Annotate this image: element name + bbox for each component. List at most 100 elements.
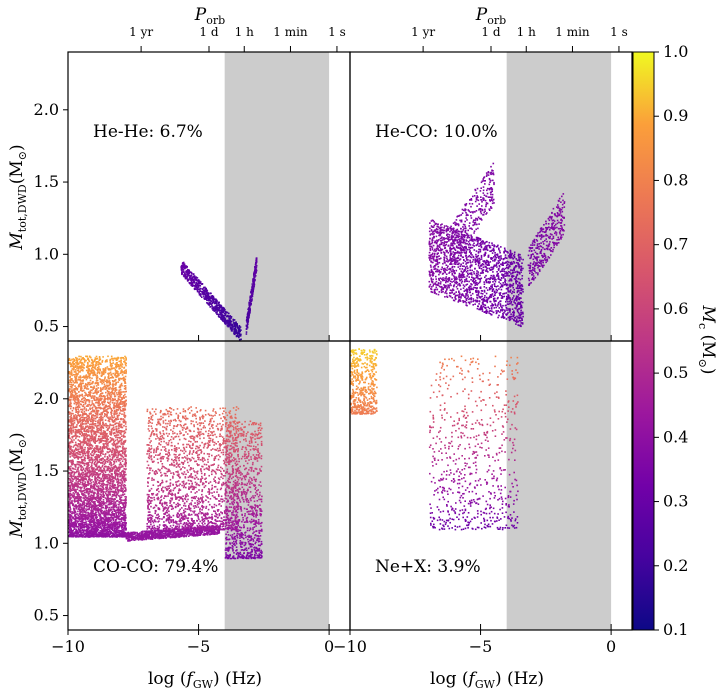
data-point	[486, 240, 488, 243]
data-point	[446, 257, 448, 260]
data-point	[470, 217, 473, 219]
data-point	[124, 450, 126, 453]
data-point	[436, 259, 439, 262]
data-point	[432, 226, 435, 228]
data-point	[498, 257, 500, 260]
data-point	[552, 241, 554, 244]
data-point	[484, 300, 486, 302]
data-point	[539, 259, 541, 262]
data-point	[516, 271, 519, 274]
data-point	[458, 251, 461, 254]
data-point	[485, 300, 488, 302]
data-point	[535, 247, 537, 249]
data-point	[485, 312, 488, 314]
data-point	[209, 292, 211, 295]
data-point	[485, 296, 488, 299]
data-point	[89, 390, 91, 393]
data-point	[492, 271, 494, 273]
data-point	[103, 534, 105, 537]
data-point	[102, 443, 105, 445]
data-point	[82, 468, 85, 471]
data-point	[443, 253, 446, 256]
data-point	[445, 281, 447, 284]
data-point	[484, 254, 486, 256]
data-point	[68, 442, 71, 445]
data-point	[441, 239, 444, 241]
data-point	[480, 296, 482, 298]
data-point	[519, 278, 522, 281]
data-point	[545, 222, 548, 225]
data-point	[248, 307, 251, 309]
data-point	[519, 273, 521, 275]
data-point	[450, 289, 453, 292]
data-point	[465, 250, 468, 252]
data-point	[74, 374, 77, 376]
data-point	[202, 291, 205, 293]
data-point	[490, 305, 492, 307]
data-point	[468, 236, 471, 239]
data-point	[248, 301, 251, 304]
data-point	[554, 242, 556, 244]
data-point	[516, 273, 519, 276]
data-point	[455, 224, 457, 226]
data-point	[441, 278, 443, 280]
data-point	[220, 314, 223, 316]
data-point	[467, 209, 470, 211]
data-point	[110, 535, 113, 538]
data-point	[104, 491, 106, 493]
data-point	[106, 500, 108, 503]
data-point	[491, 288, 494, 291]
data-point	[476, 290, 478, 292]
data-point	[215, 302, 218, 304]
data-point	[87, 365, 90, 368]
data-point	[509, 286, 512, 288]
data-point	[557, 213, 559, 215]
data-point	[516, 321, 518, 323]
data-point	[84, 505, 86, 507]
data-point	[215, 307, 218, 309]
data-point	[201, 296, 203, 298]
data-point	[189, 277, 192, 279]
data-point	[104, 476, 107, 479]
data-point	[559, 232, 561, 235]
data-point	[484, 208, 486, 211]
data-point	[464, 208, 466, 210]
data-point	[547, 245, 549, 248]
data-point	[498, 261, 500, 264]
data-point	[186, 280, 189, 282]
data-point	[476, 287, 478, 289]
data-point	[106, 390, 109, 393]
data-point	[487, 196, 490, 198]
data-point	[433, 290, 436, 293]
data-point	[430, 261, 432, 263]
data-point	[487, 171, 490, 174]
data-point	[470, 272, 473, 274]
data-point	[535, 235, 538, 237]
data-point	[541, 264, 543, 267]
data-point	[479, 278, 482, 281]
data-point	[504, 272, 506, 275]
data-point	[255, 265, 258, 267]
data-point	[466, 291, 469, 293]
data-point	[446, 241, 448, 243]
data-point	[473, 210, 475, 213]
data-point	[490, 187, 493, 189]
data-point	[545, 244, 548, 247]
data-point	[205, 288, 207, 290]
data-point	[491, 305, 494, 307]
data-point	[475, 192, 478, 194]
data-point	[188, 274, 191, 277]
data-point	[462, 235, 465, 238]
data-point	[549, 241, 551, 243]
data-point	[240, 329, 242, 331]
data-point	[486, 289, 489, 291]
data-point	[182, 262, 184, 264]
data-point	[78, 472, 80, 474]
data-point	[432, 285, 434, 287]
data-point	[462, 274, 464, 276]
data-point	[501, 296, 504, 298]
data-point	[553, 242, 555, 245]
data-point	[479, 272, 482, 274]
data-point	[549, 235, 551, 238]
data-point	[475, 283, 478, 286]
